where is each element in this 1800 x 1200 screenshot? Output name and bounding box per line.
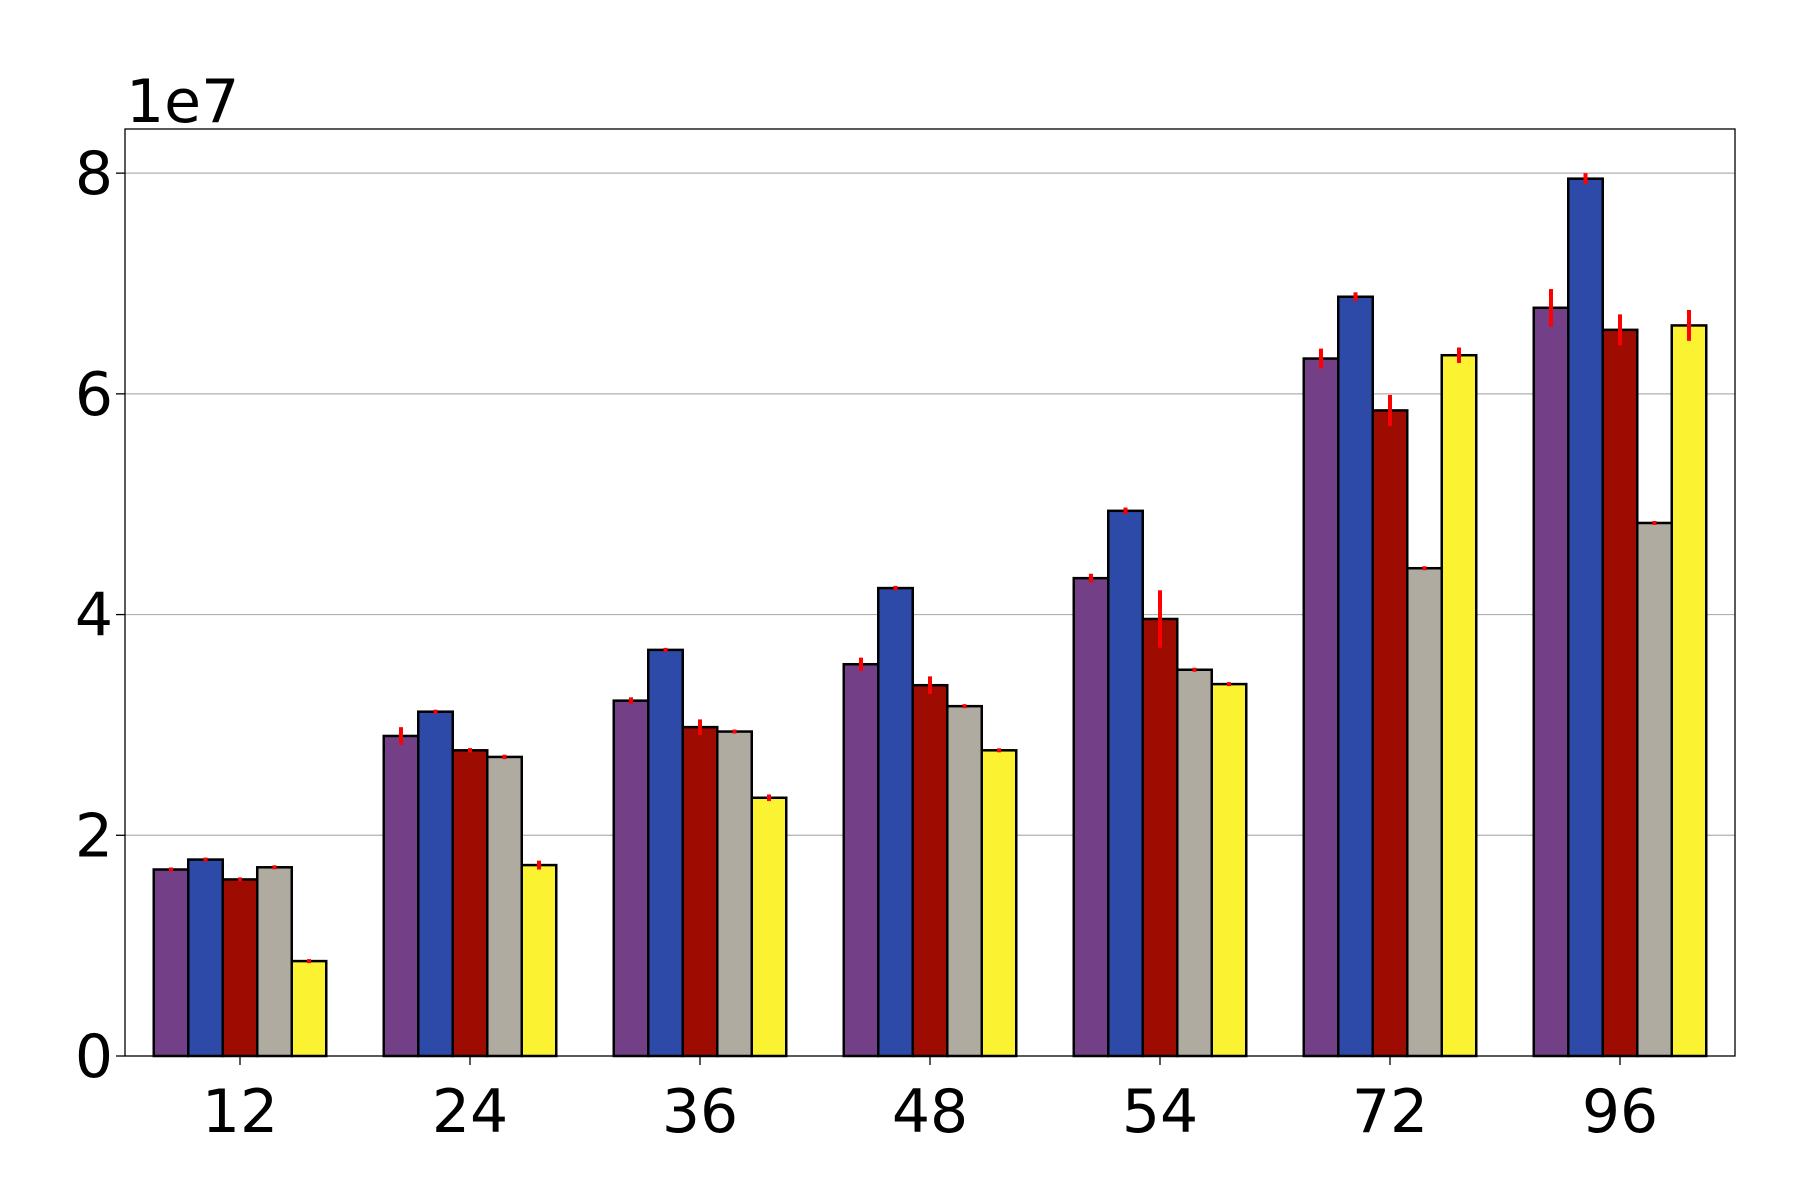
x-tick-label: 48 xyxy=(892,1077,968,1147)
bar xyxy=(1176,668,1213,1058)
bar xyxy=(290,959,328,1058)
y-axis-offset-label: 1e7 xyxy=(126,67,239,137)
bar xyxy=(417,710,454,1058)
bar xyxy=(1601,328,1639,1058)
bar xyxy=(842,662,880,1058)
x-tick-label: 24 xyxy=(432,1077,508,1147)
bar xyxy=(877,586,914,1058)
bar xyxy=(451,749,489,1058)
y-tick-label: 6 xyxy=(75,360,113,430)
x-tick-label: 96 xyxy=(1582,1077,1658,1147)
y-tick-label: 8 xyxy=(75,139,113,209)
bar xyxy=(980,749,1018,1058)
bar xyxy=(256,866,293,1058)
bar xyxy=(911,683,949,1058)
y-tick-label: 4 xyxy=(75,581,113,651)
y-tick-label: 2 xyxy=(75,801,113,871)
bar xyxy=(681,725,719,1058)
bar xyxy=(1210,682,1248,1058)
bar xyxy=(1302,357,1340,1058)
bar xyxy=(647,648,684,1058)
bar xyxy=(187,858,224,1058)
bar xyxy=(1337,295,1374,1058)
x-tick-label: 36 xyxy=(662,1077,738,1147)
bar xyxy=(221,878,259,1058)
bar xyxy=(1532,306,1570,1058)
bar xyxy=(1072,576,1110,1058)
bar xyxy=(1141,617,1179,1058)
x-tick-label: 72 xyxy=(1352,1077,1428,1147)
x-tick-label: 54 xyxy=(1122,1077,1198,1147)
bar xyxy=(486,755,523,1058)
bar xyxy=(946,704,983,1058)
bar xyxy=(1371,409,1409,1058)
bar xyxy=(1636,521,1673,1058)
y-tick-label: 0 xyxy=(75,1022,113,1092)
bars xyxy=(152,177,1708,1058)
bar xyxy=(750,796,788,1058)
bar xyxy=(1107,509,1144,1058)
bar xyxy=(520,863,558,1058)
error-bars xyxy=(169,173,1691,964)
y-axis-ticks: 0 2 4 6 8 xyxy=(75,139,125,1092)
bar xyxy=(1406,566,1443,1058)
x-tick-label: 12 xyxy=(202,1077,278,1147)
x-axis-ticks: 12 24 36 48 54 72 96 xyxy=(202,1056,1658,1147)
bar xyxy=(612,699,650,1058)
bar xyxy=(152,868,190,1058)
bar xyxy=(1567,177,1604,1058)
bar xyxy=(1670,324,1708,1058)
bar xyxy=(382,734,420,1058)
bar xyxy=(1440,353,1478,1058)
bar xyxy=(716,730,753,1058)
